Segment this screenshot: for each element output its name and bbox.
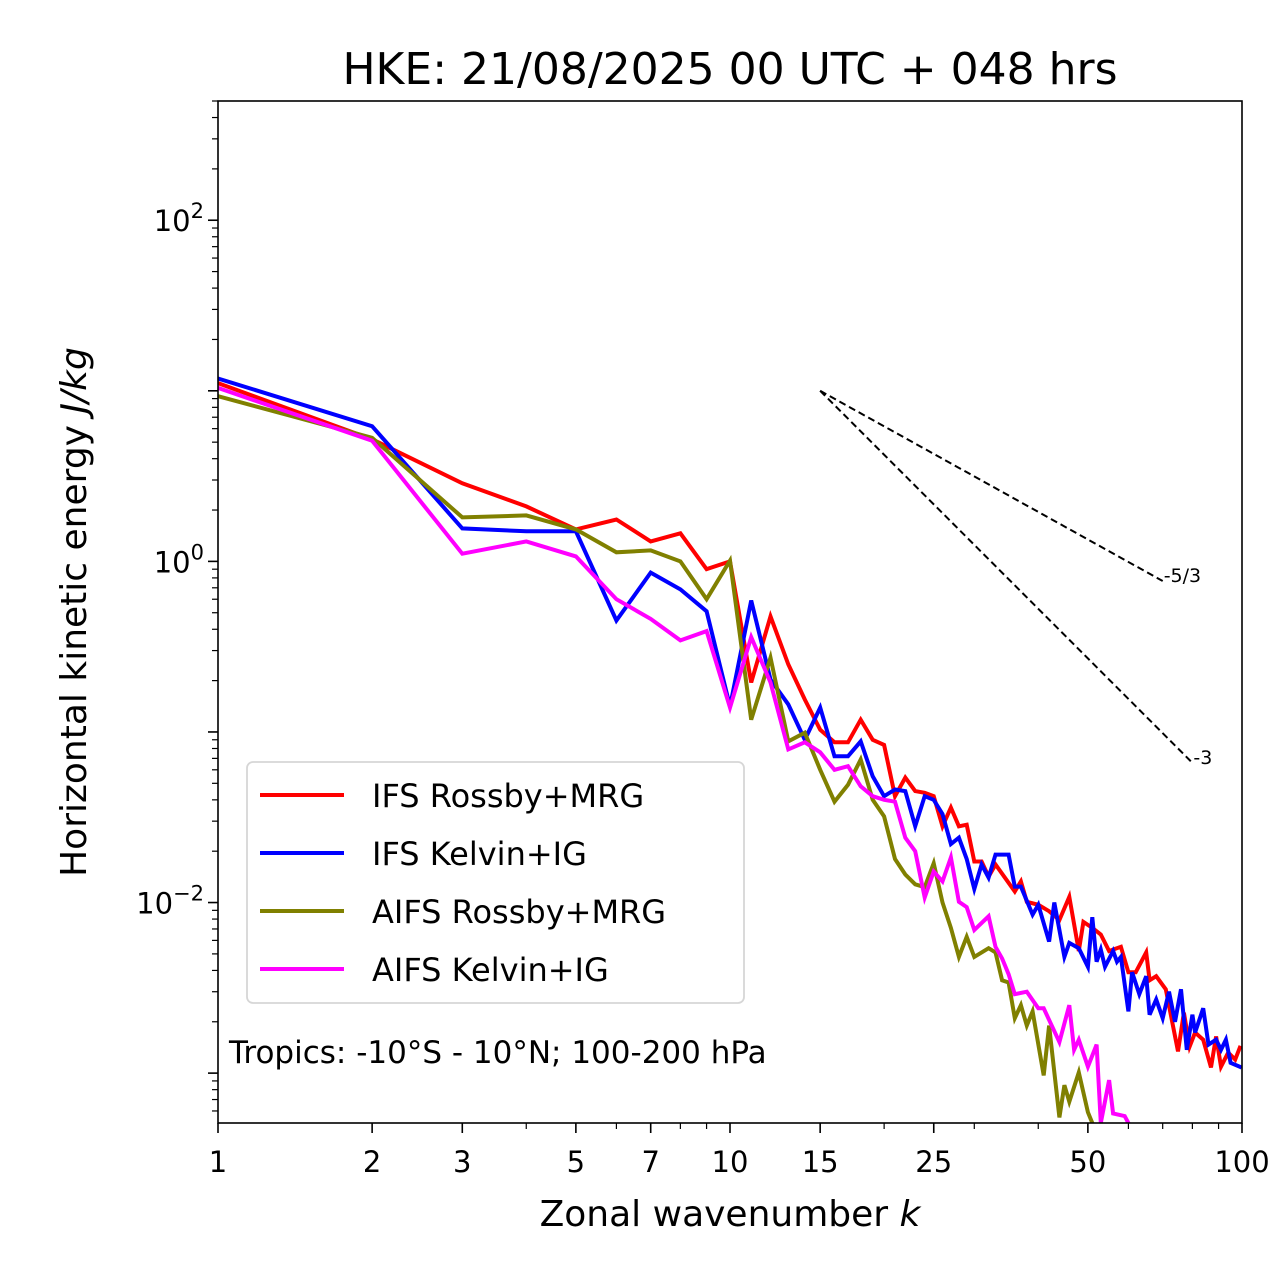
y-axis-label-unit: J/kg (54, 347, 95, 419)
legend-box (246, 761, 745, 1004)
x-tick-label: 100 (1214, 1145, 1269, 1179)
legend-label-aifs-kelvin-ig: AIFS Kelvin+IG (372, 951, 609, 989)
y-axis-ticks: 102 100 10−2 (136, 100, 218, 1112)
x-axis-label: Zonal wavenumber k (540, 1194, 923, 1235)
series-line-aifs-kelvin-ig (218, 385, 1131, 1123)
y-axis-label-text: Horizontal kinetic energy (54, 425, 95, 877)
x-tick-label: 3 (453, 1145, 471, 1179)
series-line-ifs-kelvin-ig (218, 376, 1242, 1070)
x-axis-ticks: 1 2 3 5 7 10 15 25 50 100 (209, 1123, 1270, 1179)
x-tick-label: 50 (1069, 1145, 1106, 1179)
x-tick-label: 1 (209, 1145, 227, 1179)
x-tick-label: 7 (641, 1145, 659, 1179)
x-axis-label-text: Zonal wavenumber (540, 1194, 889, 1235)
y-tick-label: 10−2 (136, 882, 204, 921)
region-annotation: Tropics: -10°S - 10°N; 100-200 hPa (228, 1035, 767, 1071)
y-axis-label: Horizontal kinetic energy J/kg (54, 347, 95, 877)
x-tick-label: 5 (567, 1145, 585, 1179)
legend-label-aifs-rossby-mrg: AIFS Rossby+MRG (372, 893, 666, 931)
x-axis-label-var: k (900, 1194, 923, 1235)
y-tick-label: 100 (154, 540, 204, 579)
series-layer (218, 376, 1242, 1123)
plot-frame (217, 100, 1243, 1124)
series-line-aifs-rossby-mrg (218, 394, 1095, 1123)
y-tick-label: 102 (154, 199, 204, 238)
reference-line-label-5-3: -5/3 (1164, 565, 1201, 587)
legend-label-ifs-kelvin-ig: IFS Kelvin+IG (372, 835, 587, 873)
x-tick-label: 25 (915, 1145, 952, 1179)
x-tick-label: 10 (712, 1145, 749, 1179)
reference-slopes: -5/3 -3 (819, 389, 1212, 769)
x-tick-label: 15 (802, 1145, 839, 1179)
legend: IFS Rossby+MRG IFS Kelvin+IG AIFS Rossby+M… (246, 761, 745, 1004)
x-tick-label: 2 (363, 1145, 381, 1179)
reference-line-label-3: -3 (1193, 747, 1212, 769)
chart-title: HKE: 21/08/2025 00 UTC + 048 hrs (342, 44, 1117, 95)
legend-label-ifs-rossby-mrg: IFS Rossby+MRG (372, 777, 644, 815)
